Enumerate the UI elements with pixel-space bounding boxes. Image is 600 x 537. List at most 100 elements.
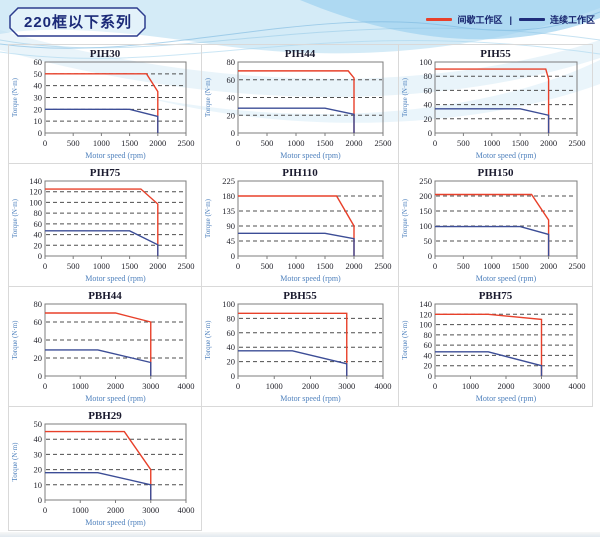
x-tick-label: 1000: [483, 138, 500, 148]
y-tick-label: 20: [424, 361, 433, 371]
page-title: 220框以下系列: [23, 14, 133, 31]
chart-cell-pbh44: PBH44 0 20 40 60 80 0 1000 2000 3000 4000 Motor spe…: [9, 287, 202, 407]
chart-title: PIH110: [282, 167, 318, 179]
x-axis-label: Motor speed (rpm): [280, 274, 341, 283]
plot-border: [434, 180, 578, 257]
x-tick-label: 1000: [462, 381, 479, 391]
y-tick-label: 0: [38, 495, 42, 505]
plot-border: [434, 61, 578, 134]
continuous-series-line: [45, 349, 152, 376]
x-tick-label: 2000: [498, 381, 515, 391]
continuous-series-line: [435, 108, 550, 133]
y-tick-label: 80: [34, 299, 43, 309]
page-footer-strip: [0, 532, 600, 537]
chart-title: PIH75: [90, 167, 121, 179]
intermittent-legend-label: 间歇工作区: [457, 15, 503, 25]
x-tick-label: 2000: [107, 381, 124, 391]
x-tick-label: 3000: [338, 381, 355, 391]
intermittent-legend-line-icon: [426, 18, 453, 21]
y-tick-label: 50: [424, 236, 433, 246]
x-tick-label: 2500: [178, 138, 195, 148]
x-tick-label: 3000: [142, 505, 159, 515]
y-tick-label: 60: [424, 85, 433, 95]
x-tick-label: 0: [43, 261, 47, 271]
x-tick-label: 1500: [121, 138, 138, 148]
x-tick-label: 2500: [178, 261, 195, 271]
y-tick-label: 20: [227, 357, 236, 367]
chart-cell-pih150: PIH150 0 50 100 150 200 250 0 500 1000 1500 2000 250…: [399, 164, 593, 287]
y-tick-label: 20: [34, 104, 43, 114]
y-tick-label: 140: [419, 299, 432, 309]
x-tick-label: 4000: [178, 505, 195, 515]
x-tick-label: 3000: [533, 381, 550, 391]
x-tick-label: 1500: [512, 261, 529, 271]
intermittent-series-line: [238, 312, 348, 376]
plot-border: [44, 303, 187, 377]
y-tick-label: 180: [222, 191, 235, 201]
y-tick-label: 10: [34, 116, 43, 126]
y-tick-label: 140: [29, 176, 42, 186]
x-tick-label: 500: [457, 138, 470, 148]
y-tick-label: 100: [419, 221, 432, 231]
y-tick-label: 40: [424, 100, 433, 110]
x-tick-label: 0: [433, 261, 437, 271]
y-tick-label: 0: [428, 251, 432, 261]
plot-border: [237, 180, 384, 257]
chart-title: PIH30: [90, 48, 121, 60]
y-tick-label: 40: [34, 434, 43, 444]
y-tick-label: 40: [34, 335, 43, 345]
x-tick-label: 2000: [346, 261, 363, 271]
y-tick-label: 90: [227, 221, 236, 231]
x-axis-label: Motor speed (rpm): [280, 151, 341, 160]
chart-cell-pih75: PIH75 0 20 40 60 80 100 120 140 0 500 1000 1500 2000 2…: [9, 164, 202, 287]
chart-pih150: PIH150 0 50 100 150 200 250 0 500 1000 1500 2000 250…: [399, 164, 592, 286]
chart-cell-pih110: PIH110 0 45 90 135 180 225 0 500 1000 1500 2000 2500…: [202, 164, 399, 287]
y-axis-label: Torque (N·m): [11, 77, 19, 117]
y-tick-label: 0: [231, 251, 235, 261]
continuous-series-line: [238, 232, 355, 256]
x-tick-label: 0: [43, 381, 47, 391]
x-tick-label: 1000: [288, 261, 305, 271]
y-tick-label: 40: [34, 81, 43, 91]
chart-cell-pbh55: PBH55 0 20 40 60 80 100 0 1000 2000 3000 4000 Motor …: [202, 287, 399, 407]
y-tick-label: 60: [227, 328, 236, 338]
page-title-box: 220框以下系列: [9, 7, 147, 38]
chart-cell-pih30: PIH30 0 10 20 30 40 50 60 0 500 1000 1500 2000 2500 Mo…: [9, 45, 202, 164]
chart-title: PBH44: [88, 290, 122, 302]
x-tick-label: 0: [236, 138, 240, 148]
chart-pbh44: PBH44 0 20 40 60 80 0 1000 2000 3000 4000 Motor spe…: [9, 287, 201, 406]
chart-pih110: PIH110 0 45 90 135 180 225 0 500 1000 1500 2000 2500…: [202, 164, 398, 286]
legend-separator: |: [509, 14, 512, 25]
y-tick-label: 20: [34, 240, 43, 250]
chart-pih30: PIH30 0 10 20 30 40 50 60 0 500 1000 1500 2000 2500 Mo…: [9, 45, 201, 163]
y-tick-label: 0: [428, 128, 432, 138]
chart-pih44: PIH44 0 20 40 60 80 0 500 1000 1500 2000 2500 Motor …: [202, 45, 398, 163]
y-axis-label: Torque (N·m): [401, 320, 409, 360]
chart-title: PBH75: [479, 290, 513, 302]
y-tick-label: 100: [222, 299, 235, 309]
y-tick-label: 10: [34, 480, 43, 490]
x-tick-label: 2000: [302, 381, 319, 391]
y-tick-label: 50: [34, 419, 43, 429]
x-tick-label: 1000: [266, 381, 283, 391]
intermittent-series-line: [45, 430, 152, 500]
y-tick-label: 50: [34, 69, 43, 79]
y-tick-label: 0: [38, 128, 42, 138]
continuous-series-line: [238, 350, 348, 376]
y-tick-label: 250: [419, 176, 432, 186]
continuous-legend-line-icon: [518, 18, 545, 21]
x-tick-label: 500: [67, 138, 80, 148]
continuous-series-line: [435, 225, 550, 256]
x-tick-label: 0: [43, 505, 47, 515]
y-axis-label: Torque (N·m): [11, 198, 19, 238]
chart-pih55: PIH55 0 20 40 60 80 100 0 500 1000 1500 2000 2500 Mot…: [399, 45, 592, 163]
x-tick-label: 2000: [149, 138, 166, 148]
x-axis-label: Motor speed (rpm): [476, 151, 537, 160]
x-axis-label: Motor speed (rpm): [85, 394, 146, 403]
x-tick-label: 2000: [540, 138, 557, 148]
y-tick-label: 60: [424, 340, 433, 350]
intermittent-series-line: [435, 68, 550, 133]
